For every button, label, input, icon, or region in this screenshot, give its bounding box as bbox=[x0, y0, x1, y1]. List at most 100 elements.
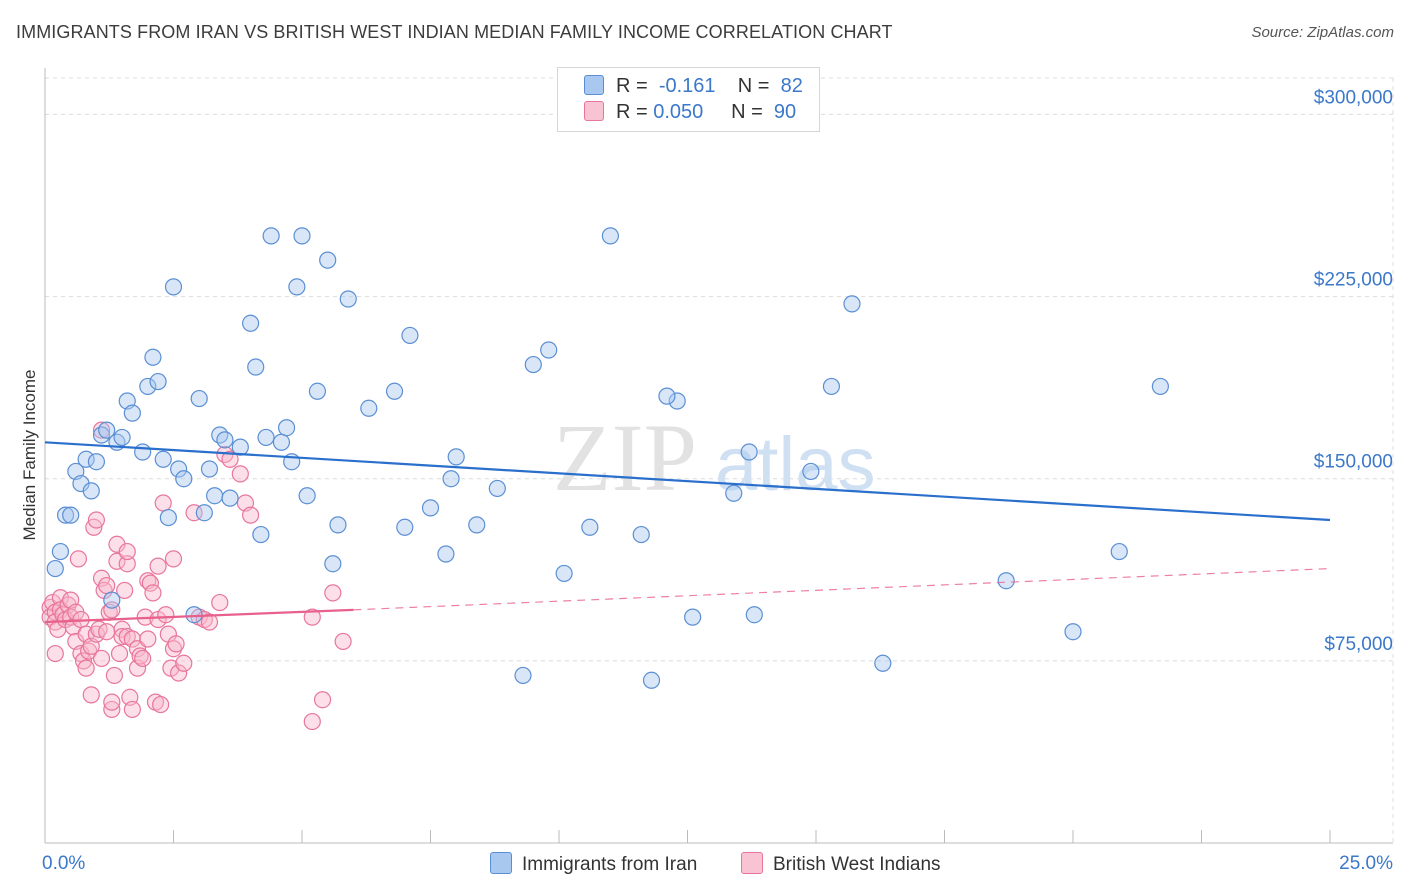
bwi-point bbox=[87, 625, 106, 643]
iran-point bbox=[668, 392, 686, 410]
iran-point bbox=[87, 453, 106, 471]
iran-point bbox=[144, 348, 162, 366]
iran-point bbox=[185, 606, 203, 624]
iran-point bbox=[139, 377, 157, 396]
bwi-point bbox=[69, 550, 88, 568]
bwi-point bbox=[324, 584, 342, 602]
iran-point bbox=[684, 608, 702, 626]
iran-point bbox=[437, 545, 455, 563]
iran-point bbox=[385, 382, 404, 400]
legend-r-label: R = bbox=[616, 75, 648, 97]
bottom-legend-swatch-blue bbox=[490, 852, 512, 874]
iran-point bbox=[195, 504, 213, 522]
bwi-point bbox=[103, 693, 121, 711]
iran-point bbox=[447, 448, 465, 466]
bwi-point bbox=[200, 613, 219, 631]
axes bbox=[44, 68, 1393, 844]
y-axis-label: Median Family Income bbox=[20, 369, 39, 540]
iran-point bbox=[92, 426, 111, 444]
bwi-point bbox=[116, 581, 134, 600]
bwi-point bbox=[77, 659, 95, 677]
bwi-point bbox=[87, 511, 106, 529]
bwi-point bbox=[98, 576, 116, 595]
bwi-point bbox=[134, 649, 152, 668]
iran-point bbox=[77, 450, 95, 468]
bwi-point bbox=[144, 584, 162, 602]
bwi-point bbox=[80, 642, 98, 660]
iran-point bbox=[514, 666, 532, 685]
legend-swatch-blue bbox=[584, 75, 604, 95]
bwi-point bbox=[139, 630, 157, 648]
correlation-legend: R = -0.161 N = 82 R = 0.050 N = 90 bbox=[557, 67, 820, 132]
bwi-point bbox=[221, 450, 239, 468]
iran-point bbox=[242, 314, 260, 332]
iran-point bbox=[123, 404, 141, 422]
watermark-zip: ZIP bbox=[553, 404, 697, 511]
watermark: ZIP atlas bbox=[553, 404, 876, 511]
iran-point bbox=[658, 387, 676, 405]
iran-point bbox=[164, 278, 183, 296]
trend-line-bwi bbox=[44, 608, 354, 624]
iran-point bbox=[843, 295, 861, 313]
legend-n-value-iran: 82 bbox=[780, 75, 803, 97]
iran-point bbox=[581, 518, 599, 536]
bwi-point bbox=[105, 666, 123, 685]
iran-point bbox=[288, 278, 306, 296]
y-tick-label-0: $75,000 bbox=[1324, 634, 1393, 655]
iran-point bbox=[206, 487, 224, 505]
bwi-point bbox=[131, 647, 149, 665]
bwi-point bbox=[103, 601, 121, 619]
trend-lines bbox=[44, 441, 1331, 624]
iran-point bbox=[874, 654, 892, 672]
iran-point bbox=[488, 479, 506, 498]
iran-point bbox=[252, 525, 270, 544]
bwi-point bbox=[98, 623, 116, 641]
iran-point bbox=[159, 508, 177, 527]
bottom-legend-label-bwi: British West Indians bbox=[773, 854, 941, 875]
iran-point bbox=[262, 227, 280, 245]
legend-n-value-bwi: 90 bbox=[773, 101, 797, 123]
source-credit: Source: ZipAtlas.com bbox=[1251, 24, 1394, 41]
iran-point bbox=[601, 227, 620, 245]
bwi-point bbox=[123, 700, 141, 719]
iran-point bbox=[632, 525, 650, 544]
bwi-point bbox=[167, 635, 185, 653]
x-tick-label-1: 25.0% bbox=[1339, 853, 1393, 874]
legend-r-value-bwi: 0.050 bbox=[653, 101, 704, 123]
iran-point bbox=[247, 358, 265, 376]
legend-n-label: N = bbox=[737, 75, 770, 97]
iran-point bbox=[555, 564, 573, 583]
iran-point bbox=[103, 591, 121, 609]
iran-point bbox=[200, 460, 219, 478]
iran-point bbox=[822, 377, 841, 396]
iran-point bbox=[211, 426, 229, 444]
iran-point bbox=[149, 372, 167, 391]
bwi-point bbox=[313, 691, 332, 709]
trend-line-bwi-extension bbox=[353, 567, 1331, 611]
legend-swatch-pink bbox=[584, 101, 604, 121]
bwi-point bbox=[154, 494, 172, 512]
iran-point bbox=[740, 443, 758, 461]
iran-point bbox=[257, 428, 275, 447]
bwi-point bbox=[46, 644, 64, 663]
legend-r-value-iran: -0.161 bbox=[658, 75, 716, 97]
iran-point bbox=[272, 433, 291, 451]
bottom-legend-swatch-pink bbox=[741, 852, 763, 874]
bwi-point bbox=[211, 593, 229, 612]
iran-point bbox=[175, 470, 193, 488]
iran-point bbox=[540, 341, 558, 359]
iran-point bbox=[1064, 623, 1082, 641]
iran-point bbox=[82, 482, 100, 500]
iran-point bbox=[113, 428, 131, 447]
iran-point bbox=[308, 382, 327, 400]
iran-point bbox=[134, 443, 152, 461]
iran-point bbox=[154, 450, 172, 468]
bwi-point bbox=[92, 421, 111, 439]
chart-title: IMMIGRANTS FROM IRAN VS BRITISH WEST IND… bbox=[16, 22, 893, 42]
bwi-point bbox=[118, 542, 136, 561]
bwi-point bbox=[141, 574, 159, 592]
bwi-point bbox=[170, 664, 188, 682]
iran-point bbox=[421, 499, 440, 517]
y-tick-label-1: $150,000 bbox=[1314, 452, 1393, 473]
